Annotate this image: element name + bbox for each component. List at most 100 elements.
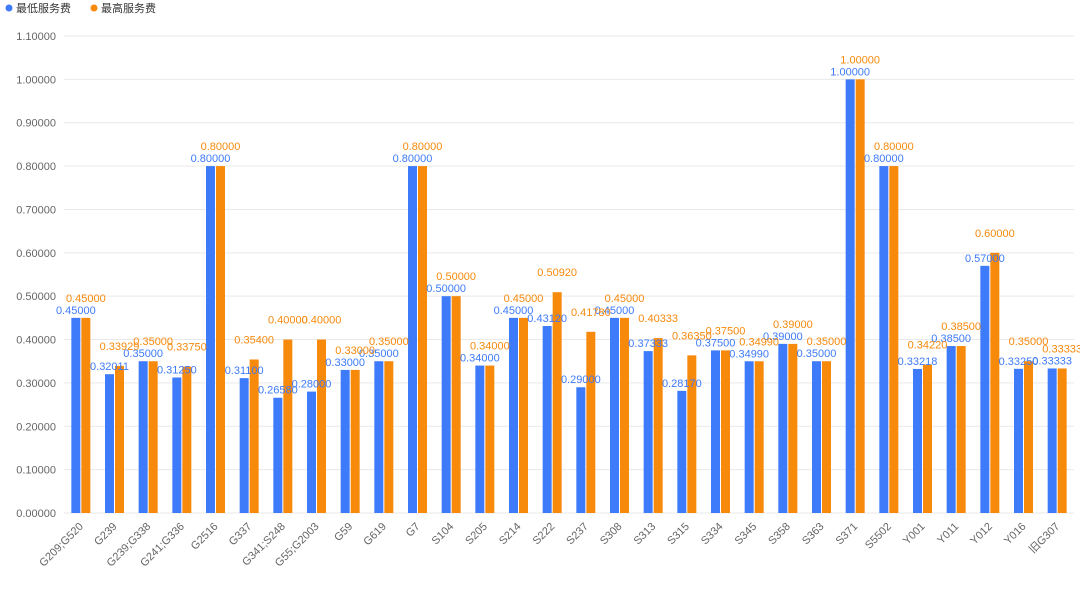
bar-max-12[interactable]: [485, 365, 495, 513]
bar-min-28[interactable]: [1014, 368, 1023, 513]
bar-max-3[interactable]: [182, 366, 192, 513]
bar-min-24[interactable]: [879, 166, 889, 513]
data-label-min-29: 0.33333: [1032, 355, 1072, 367]
legend-item-max[interactable]: 最高服务费: [90, 1, 157, 15]
data-label-min-2: 0.35000: [123, 348, 163, 360]
data-label-min-16: 0.45000: [595, 305, 635, 317]
bar-min-22[interactable]: [812, 361, 821, 513]
data-label-max-17: 0.40333: [638, 313, 678, 325]
data-label-max-28: 0.35000: [1009, 336, 1049, 348]
bar-min-23[interactable]: [845, 79, 855, 513]
bar-max-1[interactable]: [115, 365, 124, 513]
y-axis: 0.00000 0.10000 0.20000 0.30000 0.40000 0.500…: [16, 31, 56, 520]
data-label-max-25: 0.34220: [908, 340, 948, 352]
bar-min-12[interactable]: [475, 365, 485, 513]
x-tick-label: Y012: [968, 521, 995, 548]
y-tick-label: 0.40000: [16, 335, 56, 347]
data-label-min-5: 0.31100: [225, 365, 264, 377]
bar-min-1[interactable]: [105, 374, 114, 513]
data-label-min-10: 0.80000: [393, 153, 433, 165]
legend-item-min[interactable]: 最低服务费: [5, 2, 72, 15]
bar-max-26[interactable]: [956, 346, 966, 513]
bar-max-29[interactable]: [1057, 368, 1067, 513]
data-label-max-12: 0.34000: [470, 341, 510, 353]
data-label-max-29: 0.33333: [1042, 343, 1080, 355]
data-label-max-4: 0.80000: [201, 141, 241, 153]
bar-min-14[interactable]: [542, 326, 552, 513]
bar-min-10[interactable]: [408, 166, 417, 513]
bar-max-25[interactable]: [923, 364, 932, 513]
bar-max-28[interactable]: [1024, 361, 1033, 513]
bar-max-7[interactable]: [317, 339, 326, 513]
data-label-min-27: 0.57000: [965, 253, 1005, 265]
data-label-max-22: 0.35000: [807, 336, 847, 348]
bar-min-29[interactable]: [1047, 368, 1057, 513]
x-tick-label: G337: [227, 521, 255, 549]
data-label-min-9: 0.35000: [359, 348, 399, 360]
bar-min-11[interactable]: [441, 296, 451, 513]
bar-min-7[interactable]: [307, 391, 316, 513]
bar-min-15[interactable]: [576, 387, 586, 513]
data-label-min-14: 0.43120: [527, 313, 567, 325]
bar-max-9[interactable]: [384, 361, 394, 513]
bar-min-16[interactable]: [610, 317, 619, 513]
y-tick-label: 0.80000: [16, 161, 56, 173]
y-tick-label: 0.30000: [16, 378, 56, 390]
bar-min-18[interactable]: [677, 390, 687, 513]
bar-max-2[interactable]: [148, 361, 158, 513]
legend-marker-max: [90, 4, 98, 12]
bar-max-19[interactable]: [721, 350, 730, 513]
bar-max-22[interactable]: [822, 361, 831, 513]
data-label-min-8: 0.33000: [325, 357, 365, 369]
bar-max-4[interactable]: [216, 166, 225, 513]
bar-min-0[interactable]: [71, 317, 81, 513]
bar-min-25[interactable]: [913, 368, 922, 513]
bar-max-5[interactable]: [249, 359, 259, 513]
bar-min-2[interactable]: [138, 361, 148, 513]
data-label-max-9: 0.35000: [369, 336, 409, 348]
x-tick-label: Y001: [901, 521, 928, 548]
data-label-max-10: 0.80000: [403, 141, 443, 153]
x-tick-label: G59: [332, 521, 355, 544]
bar-max-8[interactable]: [350, 369, 360, 513]
y-tick-label: 0.60000: [16, 248, 56, 260]
bar-max-11[interactable]: [451, 296, 461, 513]
bar-min-27[interactable]: [980, 265, 990, 513]
bar-max-0[interactable]: [81, 317, 91, 513]
bar-max-17[interactable]: [653, 338, 663, 513]
bar-max-20[interactable]: [754, 361, 764, 513]
bar-max-16[interactable]: [620, 317, 629, 513]
bar-max-27[interactable]: [990, 252, 1000, 513]
bar-max-14[interactable]: [552, 292, 562, 513]
data-label-min-0: 0.45000: [56, 305, 96, 317]
bar-min-20[interactable]: [744, 361, 754, 513]
bar-max-21[interactable]: [788, 343, 798, 513]
data-label-max-18: 0.36350: [672, 330, 712, 342]
bar-max-13[interactable]: [519, 317, 528, 513]
legend-label-max: 最高服务费: [101, 1, 156, 15]
bar-max-10[interactable]: [418, 166, 427, 513]
data-label-max-6: 0.40000: [268, 315, 308, 327]
bar-min-13[interactable]: [509, 317, 518, 513]
data-label-min-25: 0.33218: [898, 356, 938, 368]
x-tick-label: S371: [834, 521, 861, 548]
legend[interactable]: 最低服务费 最高服务费: [5, 1, 157, 15]
bar-min-19[interactable]: [711, 350, 720, 513]
data-label-max-27: 0.60000: [975, 228, 1015, 240]
bar-min-4[interactable]: [206, 166, 215, 513]
bar-min-21[interactable]: [778, 343, 788, 513]
bar-max-15[interactable]: [586, 331, 596, 513]
bar-min-26[interactable]: [946, 346, 956, 513]
bar-min-6[interactable]: [273, 397, 283, 513]
bar-max-18[interactable]: [687, 355, 697, 513]
bar-max-24[interactable]: [889, 166, 899, 513]
bar-max-23[interactable]: [855, 79, 865, 513]
bar-max-6[interactable]: [283, 339, 293, 513]
bar-min-8[interactable]: [340, 369, 350, 513]
bar-min-5[interactable]: [239, 378, 249, 513]
bar-min-3[interactable]: [172, 377, 182, 513]
bar-min-9[interactable]: [374, 361, 384, 513]
bar-min-17[interactable]: [643, 351, 653, 513]
